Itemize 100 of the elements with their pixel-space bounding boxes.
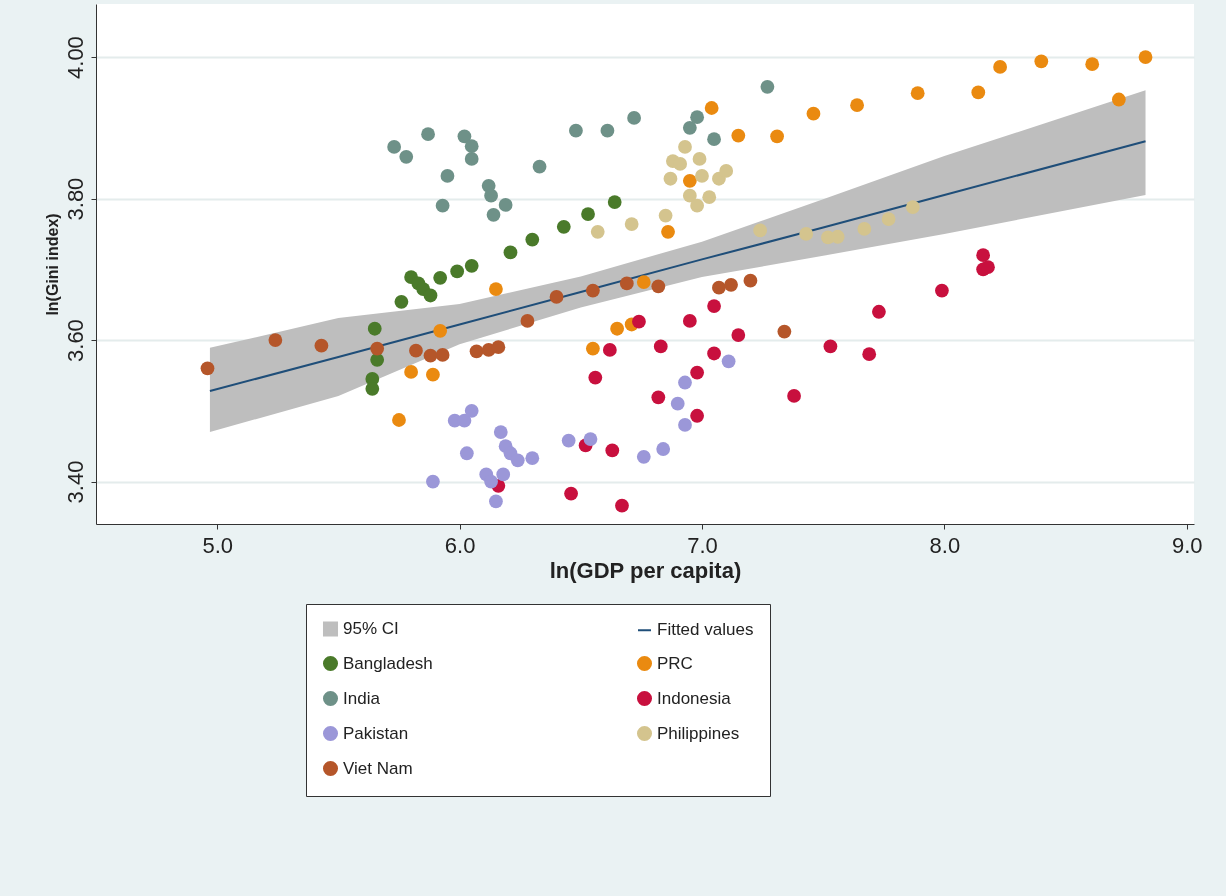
point	[678, 418, 692, 432]
point	[719, 164, 734, 178]
point	[493, 425, 508, 439]
point	[583, 432, 598, 446]
point	[678, 375, 692, 390]
point	[673, 157, 688, 171]
point	[387, 140, 402, 154]
point	[653, 339, 668, 354]
legend-label: Pakistan	[343, 723, 409, 743]
point	[658, 208, 673, 223]
point	[564, 486, 578, 501]
point	[721, 354, 736, 369]
point	[777, 324, 792, 339]
legend-label: Bangladesh	[343, 653, 433, 673]
point	[556, 219, 571, 234]
point	[636, 275, 651, 289]
point	[484, 474, 498, 489]
point	[200, 361, 215, 376]
point	[489, 282, 503, 296]
point	[600, 123, 615, 138]
x-tick-label: 9.0	[1171, 532, 1203, 558]
point	[394, 294, 409, 309]
point	[787, 389, 801, 403]
point	[695, 169, 709, 183]
text: 95% CI	[343, 618, 399, 638]
point	[615, 498, 629, 513]
point	[367, 321, 382, 336]
point	[459, 446, 474, 461]
point	[1111, 92, 1126, 107]
point	[690, 408, 704, 423]
legend-label: Viet Nam	[343, 758, 413, 778]
point	[636, 449, 651, 464]
point	[569, 123, 583, 138]
point	[872, 304, 886, 319]
point	[910, 86, 925, 101]
point	[806, 106, 821, 121]
y-tick-label: 4.00	[62, 36, 88, 79]
point	[651, 279, 666, 294]
x-axis-title: ln(GDP per capita)	[549, 557, 742, 583]
point	[491, 340, 506, 355]
point	[486, 207, 501, 222]
point	[588, 370, 603, 385]
point	[450, 264, 465, 279]
point	[423, 348, 438, 363]
point	[464, 152, 479, 166]
point	[707, 346, 721, 361]
point	[850, 98, 864, 113]
point	[610, 321, 625, 336]
point	[399, 149, 414, 164]
point	[760, 79, 775, 94]
point	[690, 198, 704, 213]
point	[426, 474, 440, 489]
point	[561, 433, 576, 448]
line-series	[208, 140, 1147, 392]
point	[678, 140, 692, 154]
point	[823, 339, 838, 354]
point	[370, 352, 385, 367]
point	[799, 227, 814, 241]
x-tick-label: 8.0	[929, 532, 961, 558]
point	[423, 288, 438, 303]
point	[905, 200, 920, 214]
point	[525, 232, 540, 247]
point	[489, 494, 503, 509]
point	[881, 212, 896, 226]
x-tick-label: 6.0	[444, 532, 476, 558]
point	[661, 224, 675, 239]
point	[663, 171, 678, 186]
point	[520, 314, 535, 328]
legend-label: PRC	[657, 653, 693, 673]
point	[469, 344, 484, 359]
point	[549, 290, 564, 304]
point	[731, 328, 746, 342]
point	[1138, 50, 1153, 64]
point	[392, 413, 406, 427]
point	[619, 276, 634, 291]
point	[682, 188, 697, 203]
legend-label: Indonesia	[657, 688, 732, 708]
point	[510, 453, 525, 468]
point	[314, 338, 329, 353]
point	[743, 273, 758, 288]
point	[682, 173, 697, 188]
point	[702, 190, 717, 205]
point	[651, 390, 666, 405]
point	[532, 159, 547, 174]
point	[590, 224, 605, 239]
point	[435, 198, 450, 213]
point	[433, 323, 448, 338]
y-tick-label: 3.80	[62, 177, 88, 221]
point	[404, 365, 418, 379]
point	[464, 258, 479, 273]
point	[690, 365, 704, 380]
point	[503, 245, 518, 260]
point	[770, 129, 784, 144]
point	[682, 120, 697, 135]
point	[496, 467, 511, 482]
point	[525, 451, 540, 466]
point	[993, 60, 1007, 74]
point	[421, 127, 435, 142]
point	[707, 132, 721, 147]
point	[670, 396, 685, 411]
